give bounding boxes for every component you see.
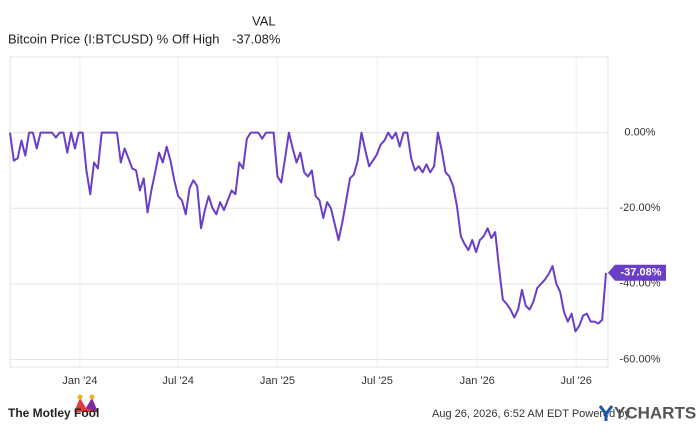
x-tick-label: Jan '25 [260, 375, 295, 387]
y-tick-label: -60.00% [620, 353, 661, 365]
legend-header: VAL [252, 13, 276, 28]
end-label-badge [608, 264, 666, 281]
y-tick-label: -20.00% [620, 202, 661, 214]
y-tick-label: 0.00% [624, 127, 655, 139]
logo-bell [89, 394, 95, 400]
footer-brand: The Motley Fool [8, 406, 99, 420]
logo-hat-right [86, 398, 98, 412]
x-tick-label: Jul '25 [361, 375, 392, 387]
x-tick-label: Jan '26 [460, 375, 495, 387]
end-label: -37.08% [621, 267, 662, 279]
marks [9, 131, 607, 333]
x-tick-label: Jul '26 [560, 375, 591, 387]
ycharts-mark [598, 405, 614, 421]
logo-bell [77, 394, 83, 400]
legend-value: -37.08% [232, 31, 281, 46]
footer-timestamp: Aug 26, 2026, 6:52 AM EDT Powered by [432, 408, 630, 420]
x-tick-label: Jan '24 [62, 375, 97, 387]
legend-series-name: Bitcoin Price (I:BTCUSD) % Off High [8, 31, 219, 46]
x-tick-label: Jul '24 [162, 375, 193, 387]
footer-source: YCHARTS [614, 403, 696, 422]
motley-fool-logo [74, 394, 98, 412]
labels: 0.00%-20.00%-40.00%-60.00%Jan '24 Jul '24… [62, 127, 666, 387]
grid [10, 57, 608, 367]
series-line [9, 131, 607, 333]
plot-frame [9, 56, 609, 368]
